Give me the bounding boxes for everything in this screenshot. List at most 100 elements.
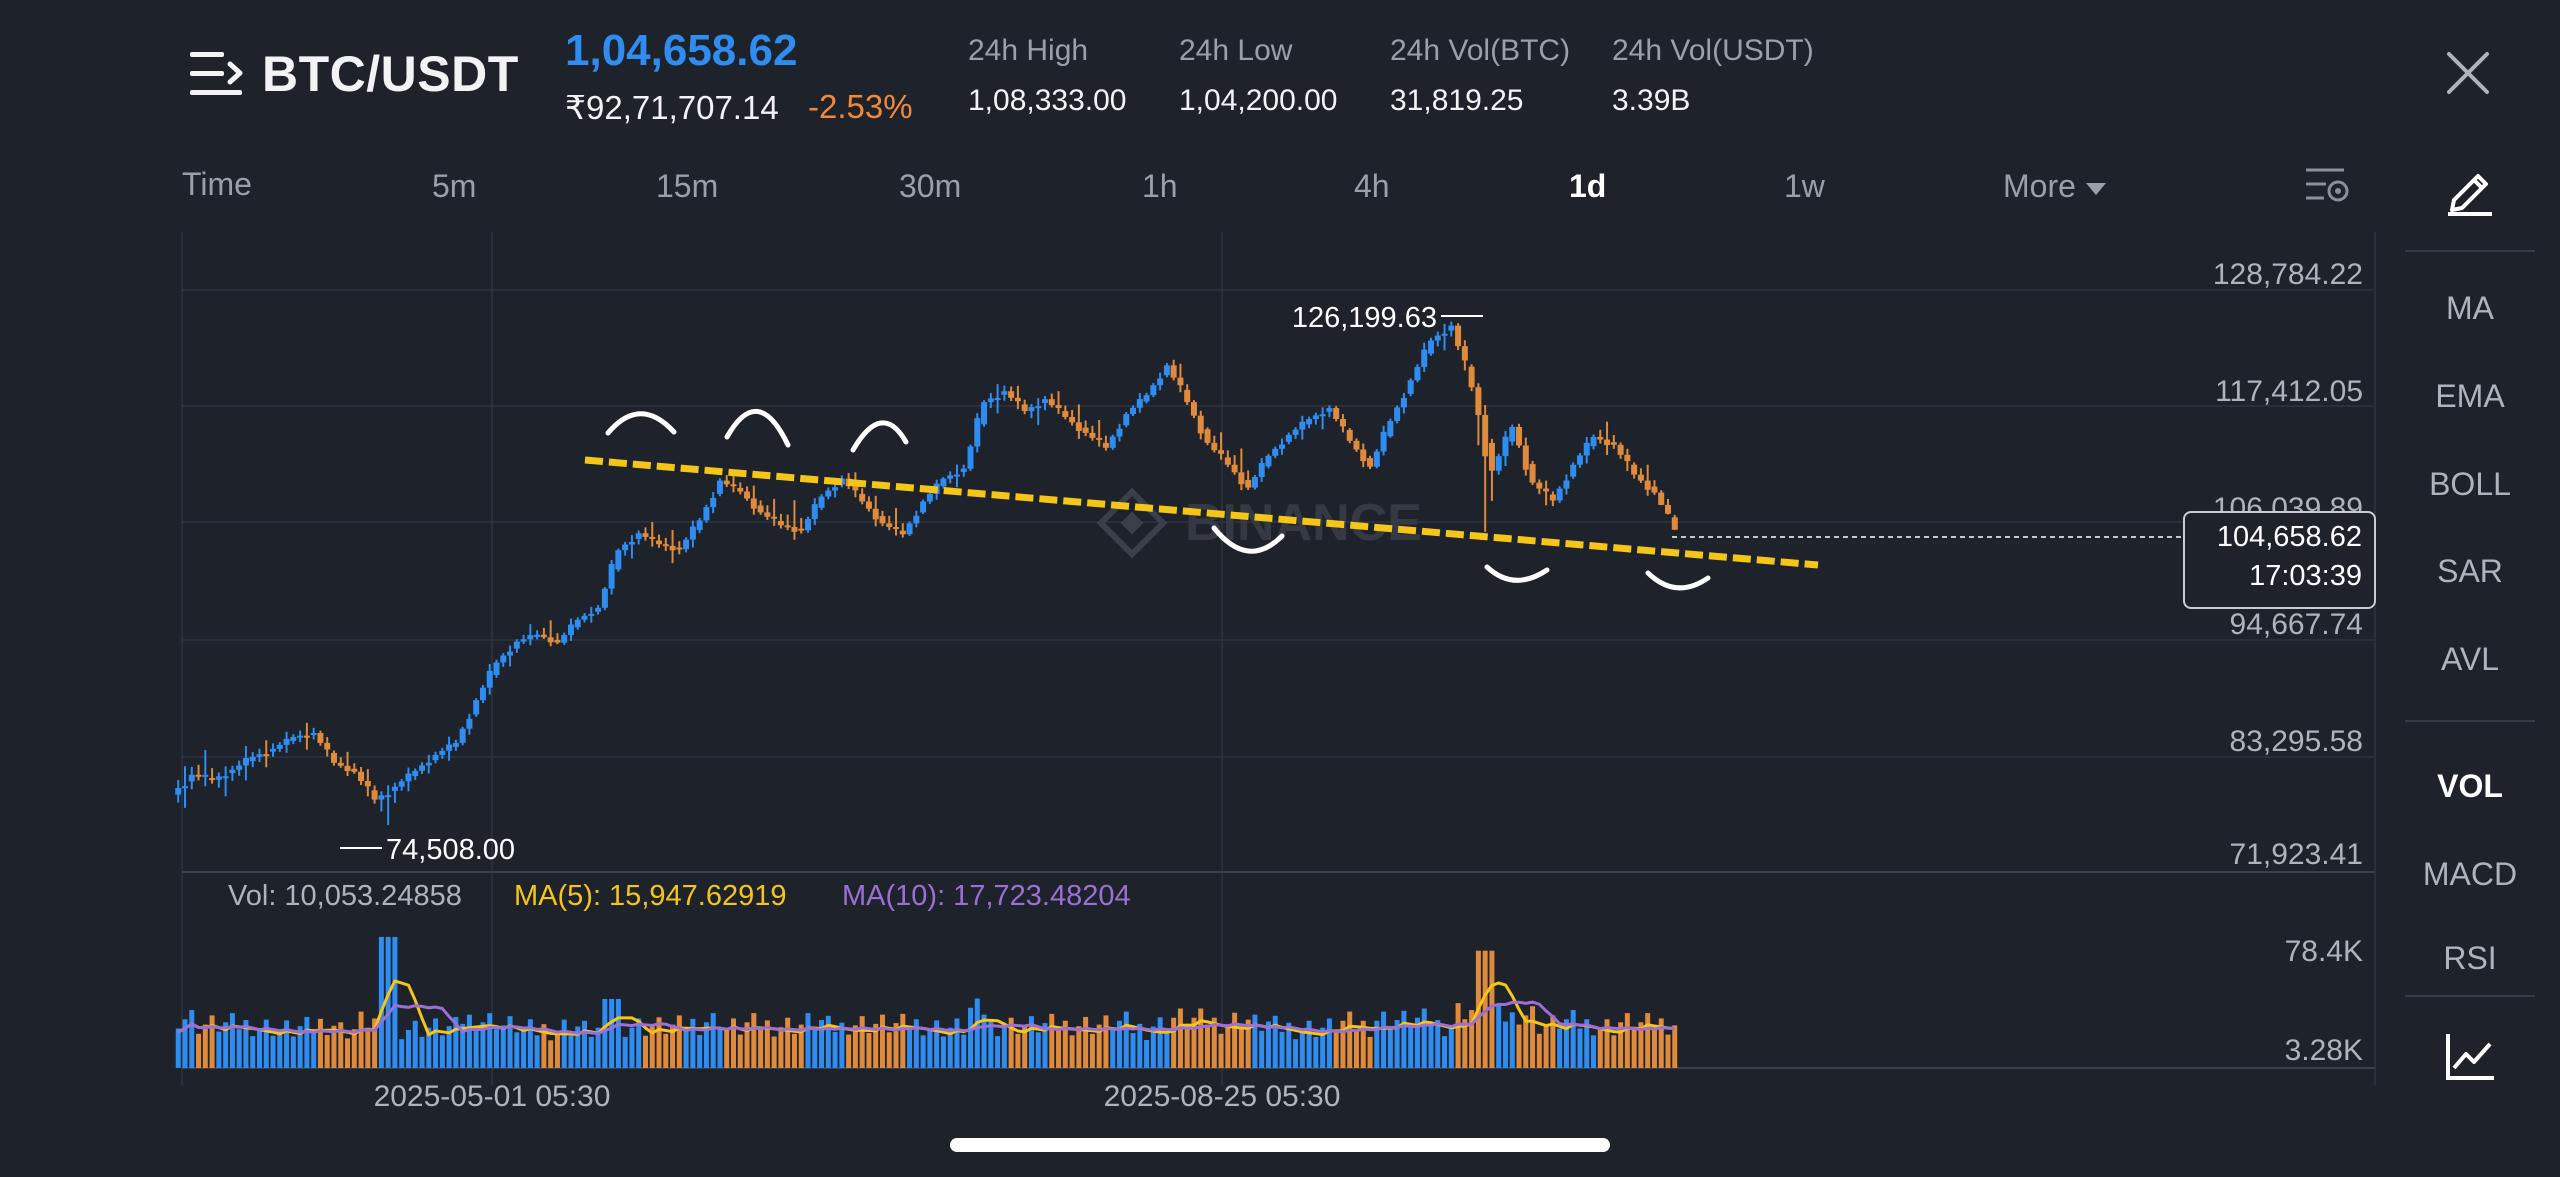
volume-bar: [263, 1019, 269, 1068]
current-price-label: 104,658.62: [2216, 521, 2362, 553]
drawings[interactable]: [584, 408, 1819, 591]
candle: [1400, 393, 1407, 414]
volume-bar: [1062, 1020, 1068, 1068]
indicator-ema[interactable]: EMA: [2435, 378, 2505, 414]
candle: [615, 548, 622, 572]
tab-4h[interactable]: 4h: [1354, 168, 1390, 204]
volume-bar: [636, 1018, 642, 1068]
volume-bar: [1022, 1024, 1028, 1068]
menu-collapse-icon[interactable]: [188, 48, 246, 100]
candle: [906, 521, 913, 536]
tab-more-label: More: [2003, 168, 2076, 204]
candle: [981, 400, 988, 427]
candle: [1631, 462, 1638, 479]
candle: [182, 766, 188, 808]
candle: [1245, 470, 1252, 490]
candles: [175, 321, 1678, 826]
volume-bar: [1651, 1029, 1657, 1068]
candle: [540, 627, 547, 639]
arc-drawing[interactable]: [724, 408, 791, 448]
candle: [953, 464, 960, 488]
chart-settings-icon[interactable]: [2304, 164, 2350, 206]
candle: [1543, 480, 1550, 506]
candle: [588, 606, 595, 623]
volume-bar: [629, 1027, 635, 1068]
candle: [1434, 331, 1441, 347]
candle: [1414, 364, 1421, 383]
stat-24h-vol-btc: 24h Vol(BTC) 31,819.25: [1390, 34, 1570, 118]
date-tick: 2025-08-25 05:30: [1104, 1080, 1341, 1113]
home-indicator: [950, 1138, 1610, 1152]
close-icon[interactable]: [2445, 50, 2491, 96]
candle: [1590, 434, 1597, 450]
pair-title[interactable]: BTC/USDT: [262, 46, 519, 102]
volume-bar: [913, 1019, 919, 1068]
tab-1h[interactable]: 1h: [1142, 168, 1178, 204]
volume-bar: [1198, 1008, 1204, 1068]
candle: [710, 492, 717, 514]
arc-drawing[interactable]: [1211, 525, 1285, 554]
volume-bar: [419, 1036, 425, 1068]
indicator-ma[interactable]: MA: [2446, 290, 2494, 326]
ma5-label: MA(5): 15,947.62919: [514, 880, 786, 912]
tab-30m[interactable]: 30m: [899, 168, 962, 204]
arc-drawing[interactable]: [605, 411, 677, 436]
indicator-macd[interactable]: MACD: [2422, 856, 2518, 892]
pencil-icon[interactable]: [2444, 164, 2496, 216]
candle: [1319, 407, 1326, 430]
price-tick: 94,667.74: [2230, 608, 2363, 641]
price-tick: 83,295.58: [2230, 725, 2363, 758]
volume-bar: [1354, 1029, 1360, 1068]
chart-type-icon[interactable]: [2444, 1030, 2496, 1082]
candle: [1292, 427, 1299, 439]
candle: [242, 746, 249, 781]
indicator-avl[interactable]: AVL: [2440, 641, 2500, 677]
candle: [703, 504, 710, 523]
trendline-drawing[interactable]: [584, 456, 1819, 569]
volume-bar: [1672, 1025, 1678, 1068]
tab-1d[interactable]: 1d: [1569, 168, 1607, 204]
candle: [459, 726, 466, 746]
candle: [249, 752, 256, 768]
volume-bar: [284, 1020, 290, 1068]
tab-1w[interactable]: 1w: [1784, 168, 1825, 204]
candle: [1299, 415, 1306, 440]
indicator-sar[interactable]: SAR: [2437, 553, 2503, 589]
volume-bar: [575, 1026, 581, 1068]
volume-bar: [825, 1015, 831, 1068]
volume-bar: [1394, 1020, 1400, 1068]
volume-bar: [609, 999, 615, 1068]
ma10-line: [177, 1000, 1675, 1036]
arc-drawing[interactable]: [1484, 564, 1550, 583]
volume-bar: [554, 1031, 560, 1068]
tab-time[interactable]: Time: [182, 166, 252, 202]
stat-value: 31,819.25: [1390, 84, 1524, 117]
indicator-boll[interactable]: BOLL: [2429, 466, 2511, 502]
indicator-rsi[interactable]: RSI: [2443, 940, 2497, 972]
volume-bar: [473, 1030, 479, 1068]
volume-bar: [1367, 1036, 1373, 1068]
volume-bar: [1462, 1019, 1468, 1068]
arc-drawing[interactable]: [850, 420, 909, 453]
candle: [507, 645, 514, 667]
candle: [1360, 443, 1367, 468]
indicator-vol[interactable]: VOL: [2437, 768, 2503, 804]
volume-bar: [961, 1034, 967, 1068]
candle: [757, 500, 764, 515]
volume-bar: [358, 1011, 364, 1068]
volume-bar: [1523, 1015, 1529, 1068]
tab-more[interactable]: More: [2003, 168, 2106, 205]
candle: [879, 510, 886, 527]
candle: [669, 529, 676, 564]
tab-15m[interactable]: 15m: [656, 168, 719, 204]
candle: [1604, 421, 1611, 456]
arc-drawing[interactable]: [1645, 570, 1711, 591]
volume-bar: [1414, 1017, 1420, 1068]
candle: [1272, 446, 1279, 459]
candle: [446, 736, 453, 761]
candle: [1522, 437, 1529, 476]
tab-5m[interactable]: 5m: [432, 168, 477, 204]
volume-bar: [1252, 1014, 1258, 1068]
volume-bar: [602, 999, 608, 1068]
